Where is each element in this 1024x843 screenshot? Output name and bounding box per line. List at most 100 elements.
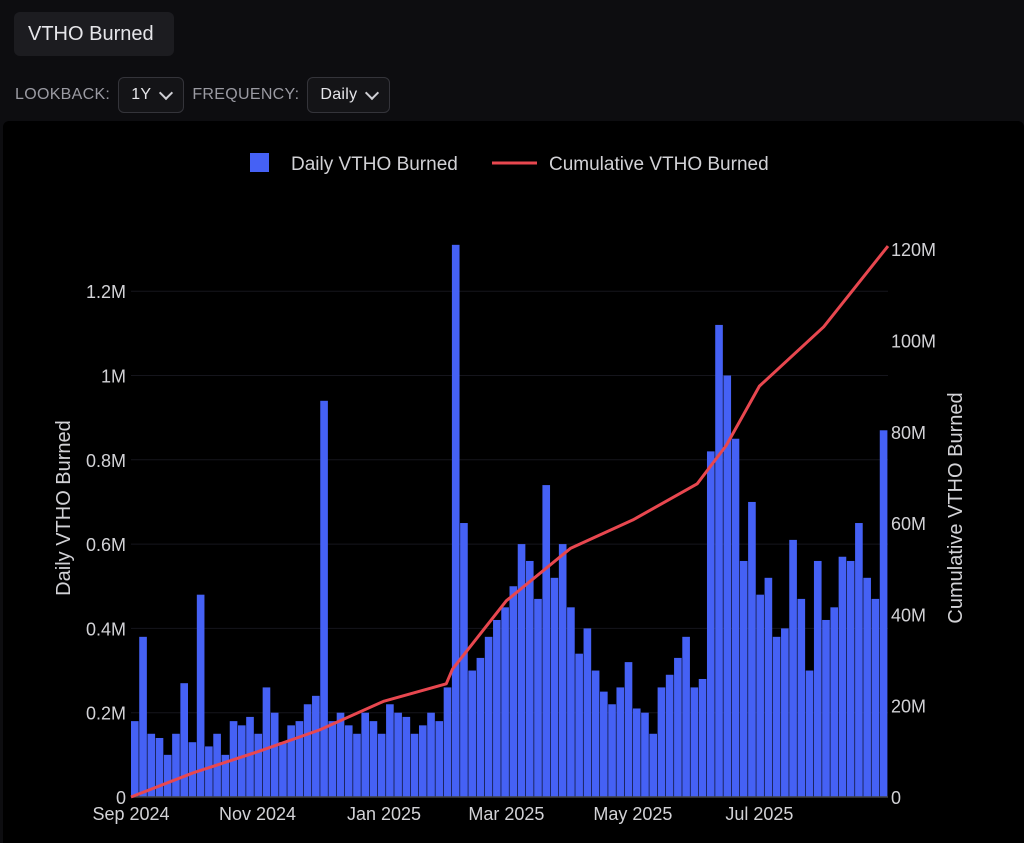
page-title: VTHO Burned — [14, 12, 174, 56]
daily-bar — [443, 687, 452, 797]
x-tick-label: Nov 2024 — [219, 804, 296, 824]
daily-bar — [575, 653, 583, 797]
daily-bar — [328, 721, 337, 797]
y2-axis-title: Cumulative VTHO Burned — [945, 392, 967, 623]
y2-tick-label: 120M — [891, 240, 936, 260]
daily-bar — [180, 683, 188, 797]
y-axis-title: Daily VTHO Burned — [53, 420, 75, 596]
daily-bar — [295, 721, 304, 797]
daily-bar — [303, 704, 312, 797]
daily-bar — [517, 544, 526, 797]
legend-cumulative: Cumulative VTHO Burned — [549, 154, 769, 175]
daily-bar — [706, 451, 715, 797]
daily-bar — [460, 523, 468, 797]
daily-bar — [871, 598, 880, 797]
frequency-select[interactable]: Daily — [307, 77, 391, 113]
lookback-value: 1Y — [131, 86, 152, 103]
daily-bar — [163, 754, 172, 797]
daily-bar — [846, 560, 855, 797]
daily-bar — [131, 721, 139, 797]
legend-daily: Daily VTHO Burned — [291, 154, 458, 175]
daily-bar — [377, 733, 386, 797]
y2-tick-label: 40M — [891, 605, 926, 625]
y-tick-label: 1M — [101, 367, 126, 387]
daily-bar — [665, 674, 674, 797]
daily-bar — [493, 619, 501, 797]
daily-bar — [558, 544, 567, 797]
daily-bar — [427, 712, 435, 797]
y-tick-label: 0 — [116, 788, 126, 808]
daily-bar — [649, 733, 658, 797]
daily-bar — [394, 712, 402, 797]
y-tick-label: 1.2M — [86, 282, 126, 302]
daily-bar — [246, 716, 254, 797]
daily-bar — [484, 636, 493, 797]
lookback-select[interactable]: 1Y — [118, 77, 185, 113]
y2-tick-label: 20M — [891, 697, 926, 717]
daily-bar — [838, 556, 847, 797]
legend[interactable]: Daily VTHO Burned Cumulative VTHO Burned — [250, 153, 769, 175]
daily-bar — [805, 670, 814, 797]
daily-bar — [287, 725, 295, 797]
daily-bar — [336, 712, 345, 797]
daily-bar — [748, 501, 756, 797]
daily-bar — [147, 733, 156, 797]
daily-bar — [756, 594, 764, 797]
daily-bar — [402, 716, 411, 797]
x-tick-label: Mar 2025 — [468, 804, 544, 824]
daily-bar — [855, 523, 863, 797]
daily-bar — [731, 438, 740, 797]
y2-tick-label: 80M — [891, 423, 926, 443]
daily-bar — [682, 636, 690, 797]
daily-bar — [279, 742, 287, 797]
daily-bar — [797, 598, 806, 797]
daily-bar — [525, 560, 534, 797]
daily-bar — [879, 430, 888, 797]
daily-bar — [616, 687, 625, 797]
daily-bar — [451, 244, 460, 797]
daily-bar — [698, 678, 707, 797]
daily-bar — [205, 746, 213, 797]
daily-bar — [254, 733, 263, 797]
daily-bar — [550, 577, 559, 797]
daily-bar — [600, 691, 608, 797]
daily-bar — [369, 721, 378, 797]
daily-bar — [509, 586, 518, 797]
x-tick-label: May 2025 — [593, 804, 672, 824]
daily-bar — [386, 704, 394, 797]
daily-bar — [534, 598, 542, 797]
y2-tick-label: 100M — [891, 332, 936, 352]
daily-bar — [468, 670, 476, 797]
daily-bar — [739, 560, 748, 797]
daily-bar — [624, 662, 633, 797]
daily-bar — [172, 733, 180, 797]
daily-bar — [674, 657, 682, 797]
daily-bar — [830, 607, 839, 797]
daily-bar — [641, 712, 649, 797]
y2-tick-label: 0 — [891, 788, 901, 808]
daily-bar — [221, 754, 230, 797]
daily-bar — [608, 704, 616, 797]
daily-bar — [567, 607, 575, 797]
daily-bar — [781, 628, 789, 797]
daily-bar — [155, 737, 164, 797]
daily-bar — [822, 619, 830, 797]
daily-bar — [262, 687, 271, 797]
y-tick-label: 0.6M — [86, 535, 126, 555]
lookback-label: LOOKBACK: — [15, 86, 111, 103]
legend-bar-swatch — [250, 153, 269, 172]
y-tick-label: 0.8M — [86, 451, 126, 471]
daily-bar — [312, 695, 320, 797]
daily-bar — [715, 324, 723, 797]
daily-bar — [772, 636, 781, 797]
daily-bar — [632, 708, 641, 797]
daily-bar — [591, 670, 600, 797]
x-tick-label: Jul 2025 — [725, 804, 793, 824]
daily-bar — [542, 485, 551, 797]
daily-bar — [410, 733, 419, 797]
daily-bar — [476, 657, 485, 797]
y-tick-label: 0.4M — [86, 619, 126, 639]
daily-bar — [690, 687, 699, 797]
y2-tick-label: 60M — [891, 514, 926, 534]
daily-bar — [361, 712, 370, 797]
